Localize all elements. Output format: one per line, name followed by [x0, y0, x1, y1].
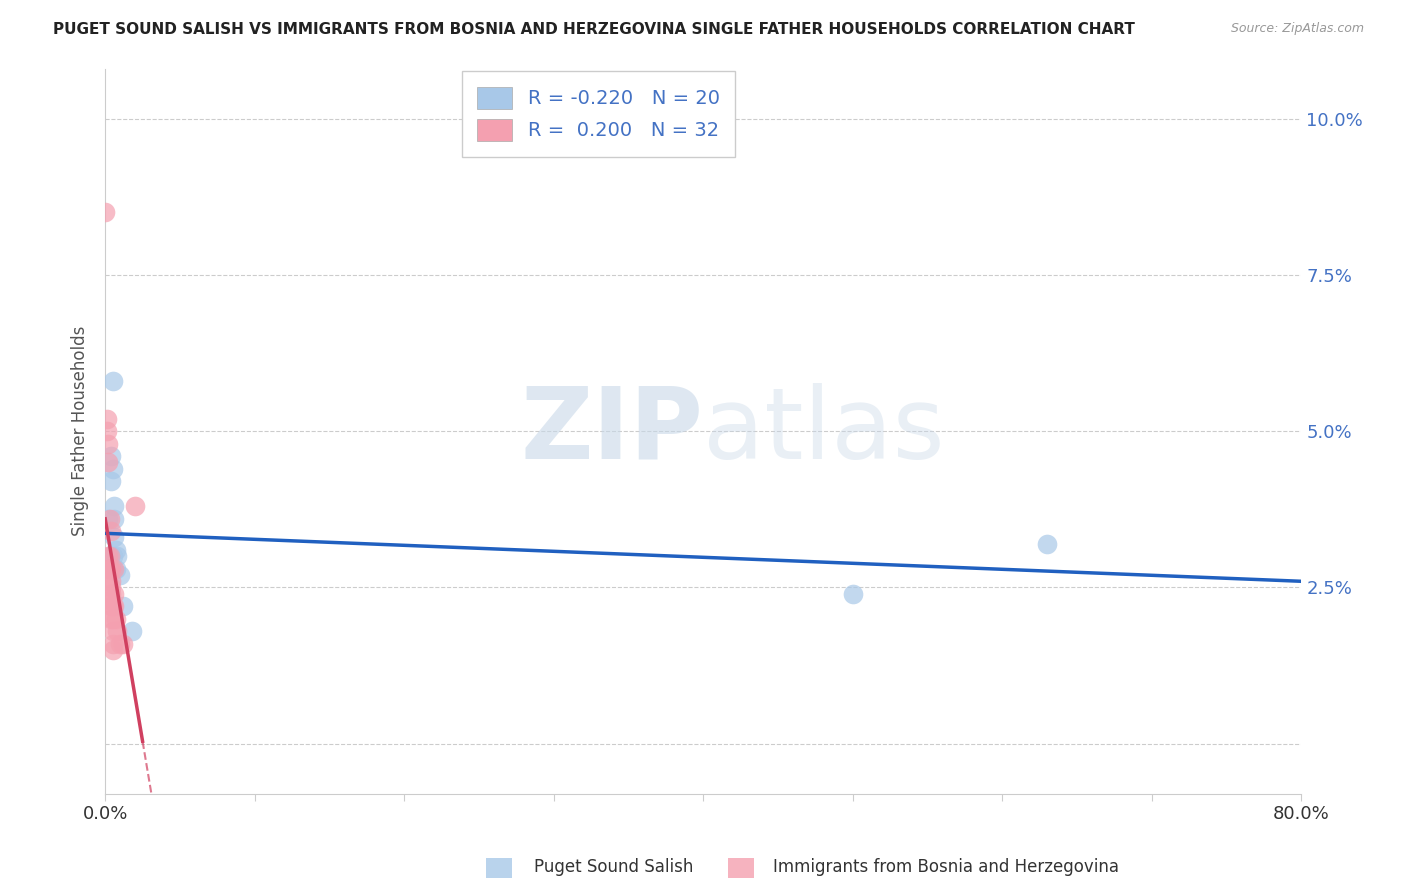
Point [97, 511, 120, 525]
Point [103, 561, 125, 575]
Point [97, 455, 120, 469]
Point [124, 499, 146, 513]
Point [103, 599, 125, 614]
Point [98, 549, 121, 563]
Point [100, 561, 122, 575]
Text: Source: ZipAtlas.com: Source: ZipAtlas.com [1230, 22, 1364, 36]
Point [100, 574, 122, 588]
Text: PUGET SOUND SALISH VS IMMIGRANTS FROM BOSNIA AND HERZEGOVINA SINGLE FATHER HOUSE: PUGET SOUND SALISH VS IMMIGRANTS FROM BO… [53, 22, 1135, 37]
Point [98, 511, 121, 525]
Text: atlas: atlas [703, 383, 945, 480]
Point [100, 449, 122, 463]
Point [842, 587, 865, 601]
Point [104, 561, 127, 575]
Point [105, 549, 128, 563]
Point [97, 574, 120, 588]
Point [103, 530, 125, 544]
Point [104, 612, 127, 626]
Point [112, 599, 135, 614]
Point [101, 637, 124, 651]
Point [100, 593, 122, 607]
Point [101, 643, 124, 657]
Point [108, 637, 131, 651]
Point [97, 436, 120, 450]
Point [112, 637, 135, 651]
Point [97, 549, 120, 563]
Text: ZIP: ZIP [520, 383, 703, 480]
Point [98, 561, 121, 575]
Point [101, 549, 124, 563]
Point [101, 612, 124, 626]
Point [1036, 536, 1059, 550]
Point [100, 474, 122, 488]
Point [101, 624, 124, 639]
Point [96, 411, 118, 425]
Point [98, 549, 121, 563]
Point [100, 587, 122, 601]
Point [100, 580, 122, 594]
Point [101, 599, 124, 614]
Y-axis label: Single Father Households: Single Father Households [72, 326, 89, 536]
Point [101, 461, 124, 475]
Point [96, 424, 118, 438]
Text: Puget Sound Salish: Puget Sound Salish [534, 858, 693, 876]
Legend: R = -0.220   N = 20, R =  0.200   N = 32: R = -0.220 N = 20, R = 0.200 N = 32 [461, 71, 735, 157]
Point [98, 561, 121, 575]
Point [94, 205, 117, 219]
Point [105, 624, 128, 639]
Text: Immigrants from Bosnia and Herzegovina: Immigrants from Bosnia and Herzegovina [773, 858, 1119, 876]
Point [108, 567, 131, 582]
Point [101, 374, 124, 388]
Point [100, 612, 122, 626]
Point [100, 599, 122, 614]
Point [103, 587, 125, 601]
Point [103, 511, 125, 525]
Point [103, 499, 125, 513]
Point [101, 561, 124, 575]
Point [97, 561, 120, 575]
Point [104, 542, 127, 557]
Point [100, 524, 122, 538]
Point [121, 624, 143, 639]
